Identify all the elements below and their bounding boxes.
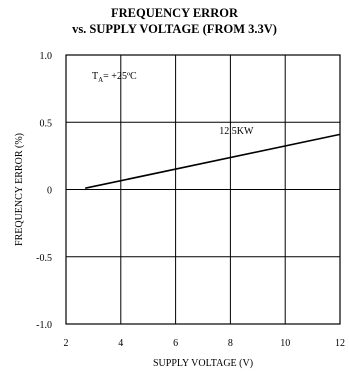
chart-subtitle: vs. SUPPLY VOLTAGE (FROM 3.3V) bbox=[72, 22, 277, 36]
y-tick-label: 1.0 bbox=[40, 51, 53, 62]
y-tick-label: 0 bbox=[47, 186, 52, 197]
x-tick-label: 2 bbox=[64, 338, 69, 349]
series-label: 12.5KW bbox=[219, 126, 254, 137]
y-axis-label: FREQUENCY ERROR (%) bbox=[14, 133, 25, 246]
x-axis-label: SUPPLY VOLTAGE (V) bbox=[153, 358, 253, 369]
x-tick-label: 6 bbox=[173, 338, 178, 349]
chart-title: FREQUENCY ERROR bbox=[111, 6, 238, 20]
x-tick-label: 10 bbox=[280, 338, 290, 349]
annotation-prefix: T bbox=[92, 71, 98, 82]
temperature-annotation: TA= +25ºC bbox=[92, 71, 137, 84]
series-line bbox=[85, 133, 341, 189]
y-tick-label: -1.0 bbox=[36, 320, 52, 331]
x-tick-label: 8 bbox=[228, 338, 233, 349]
y-tick-label: 0.5 bbox=[40, 118, 53, 129]
series-lines: 12.5KW bbox=[85, 126, 341, 189]
annotation-text: = +25ºC bbox=[103, 71, 137, 82]
x-tick-label: 4 bbox=[118, 338, 123, 349]
plot-frame bbox=[65, 54, 341, 325]
annotation-subscript: A bbox=[98, 76, 103, 84]
grid-lines bbox=[66, 55, 340, 324]
x-tick-label: 12 bbox=[335, 338, 345, 349]
tick-labels: 2 4 6 8 10 12 1.0 0.5 0 -0.5 -1.0 bbox=[36, 51, 345, 349]
y-tick-label: -0.5 bbox=[36, 253, 52, 264]
